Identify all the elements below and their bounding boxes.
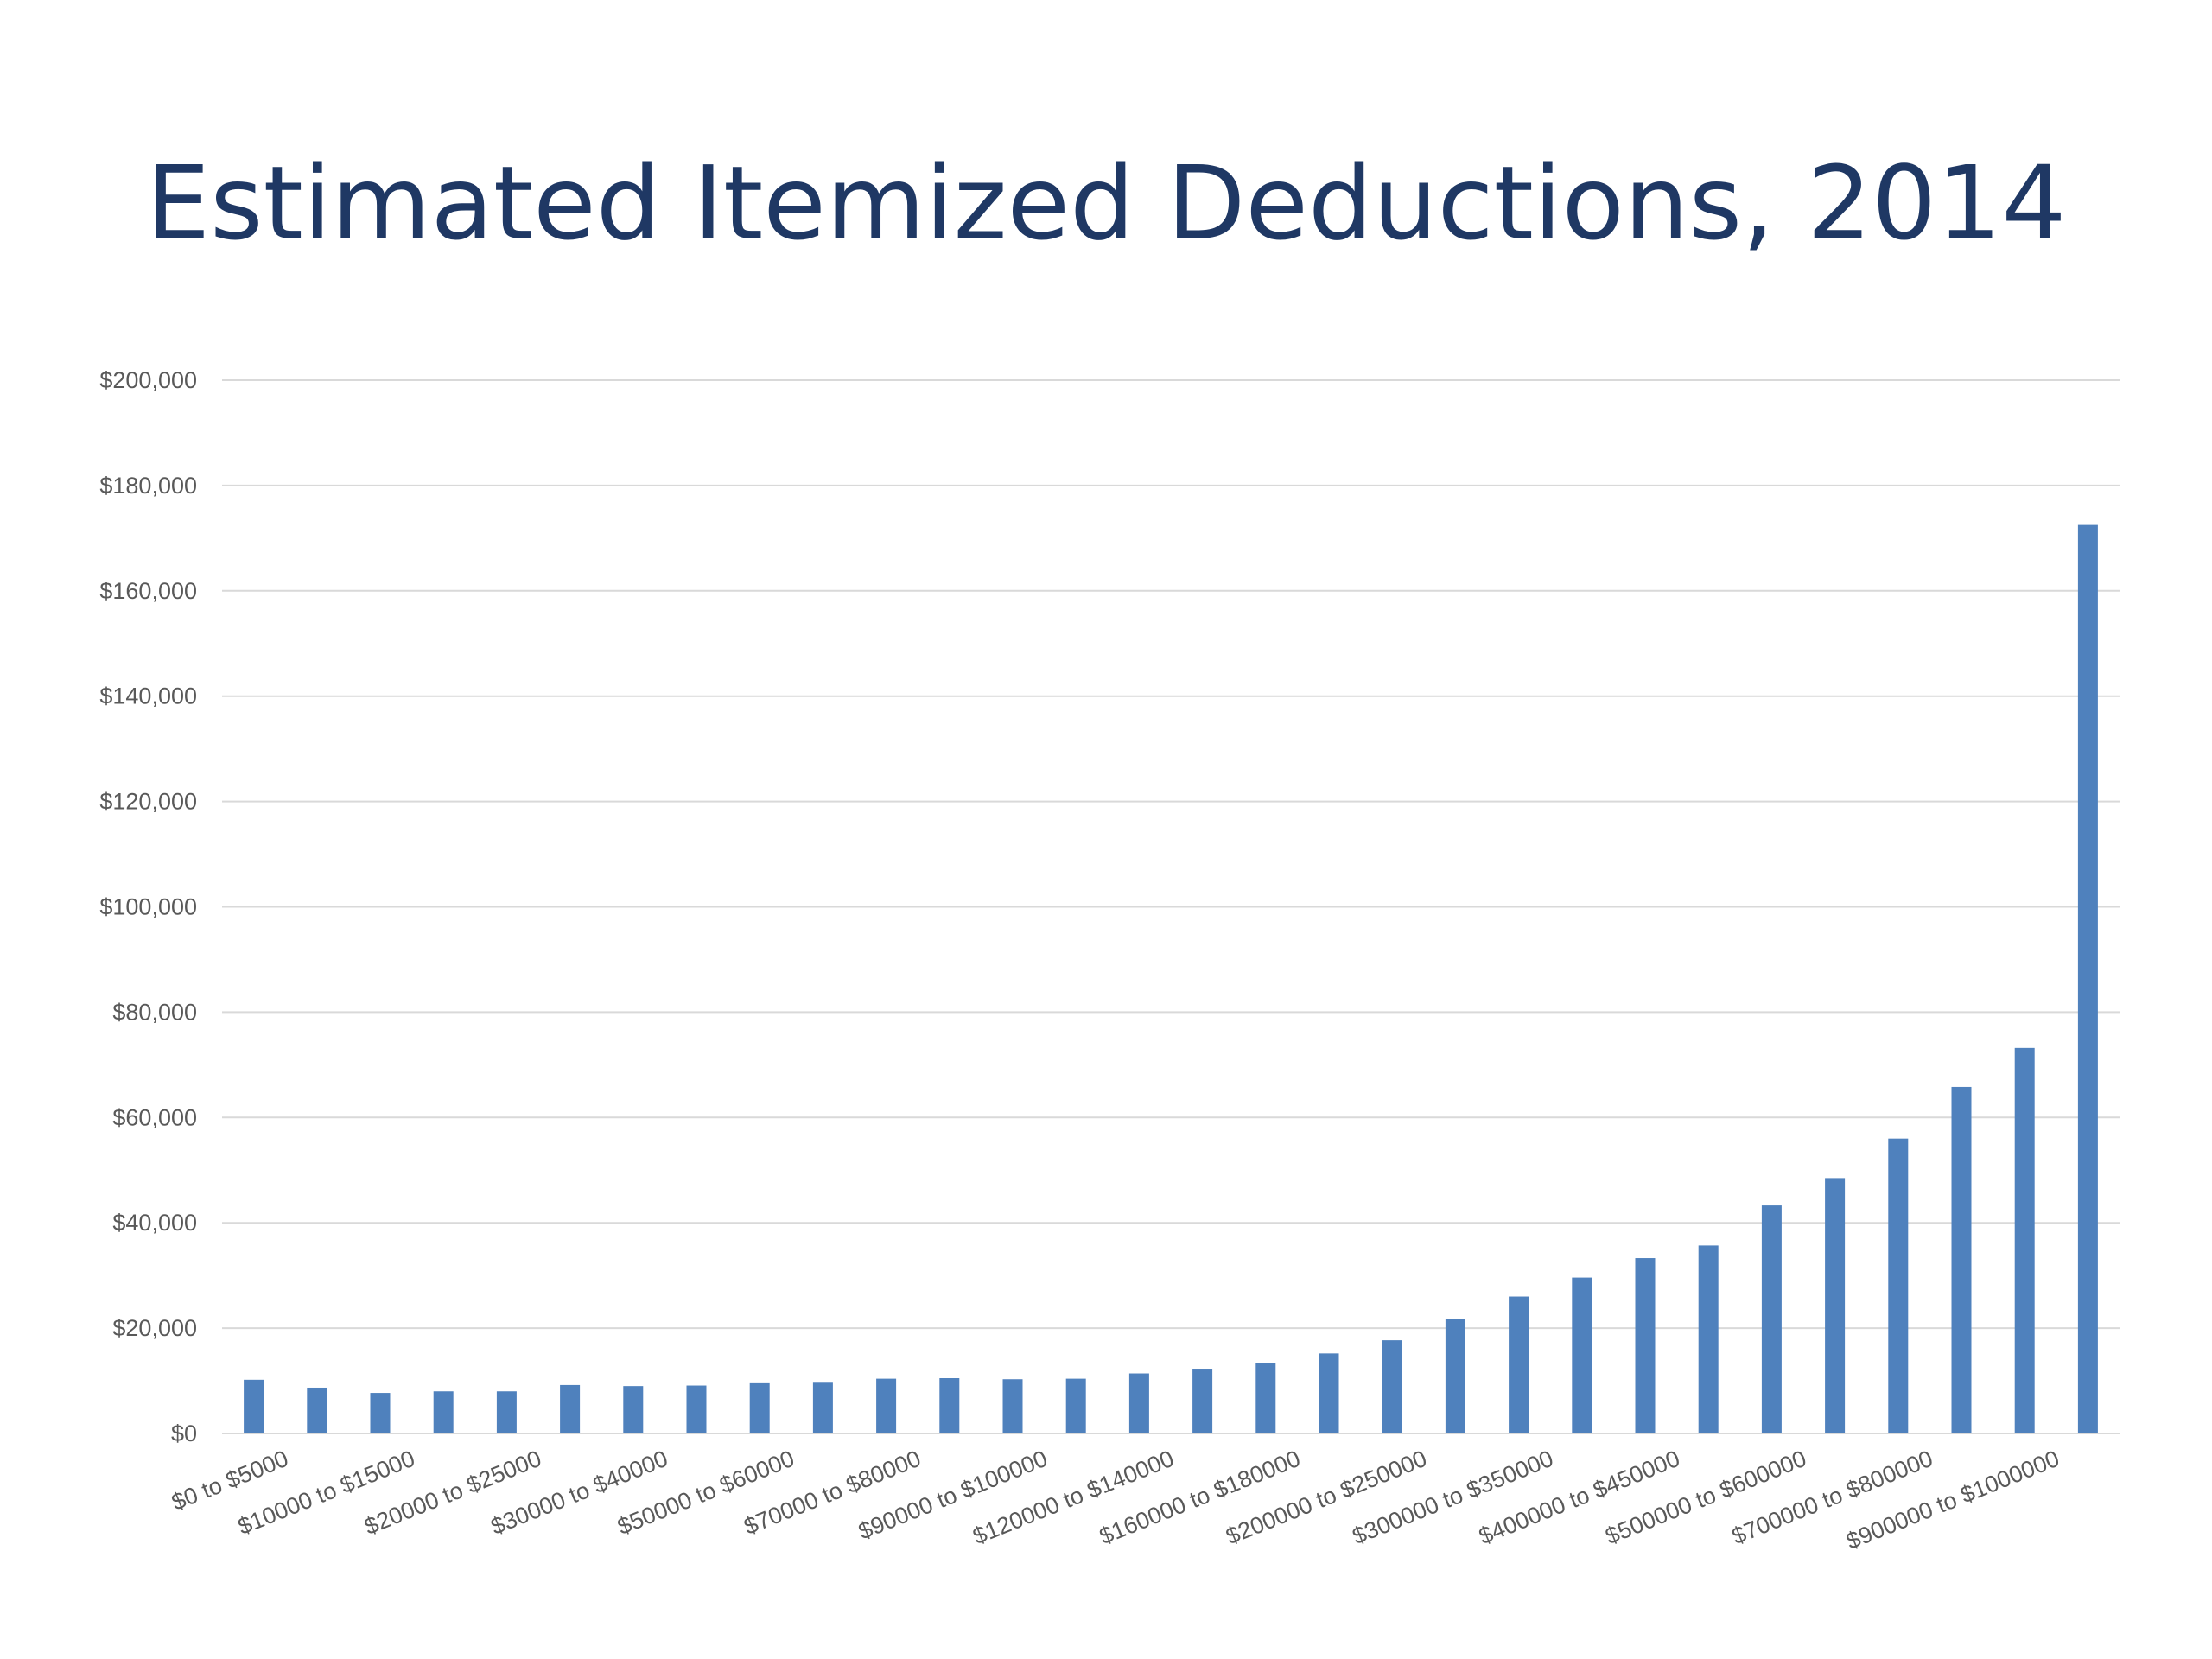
y-tick-label: $80,000 [112,999,197,1025]
bar [1698,1245,1719,1433]
y-tick-label: $0 [171,1421,197,1446]
y-tick-label: $180,000 [99,473,197,499]
bar [812,1382,833,1433]
bar [939,1378,960,1433]
bar [1319,1353,1339,1433]
bar [1951,1086,1972,1433]
bar [1002,1379,1023,1433]
gridlines [222,379,2120,1434]
bar [2077,524,2098,1433]
y-tick-label: $20,000 [112,1315,197,1341]
y-tick-label: $100,000 [99,894,197,920]
bar [686,1385,707,1433]
bar [1128,1373,1149,1433]
bar [1635,1258,1656,1433]
chart-title: Estimated Itemized Deductions, 2014 [145,143,2067,263]
y-axis-ticks: $0 $20,000 $40,000 $60,000 $80,000 $100,000 $1… [99,367,197,1446]
bar [1825,1178,1846,1433]
bar [1509,1296,1529,1433]
bar [1761,1205,1782,1433]
bar [1255,1363,1276,1433]
y-tick-label: $200,000 [99,367,197,393]
bar [2014,1047,2035,1433]
bar [1382,1340,1402,1433]
bar [496,1391,517,1433]
bar [433,1391,454,1433]
bar [1445,1319,1465,1433]
y-tick-label: $120,000 [99,789,197,815]
bar [876,1378,897,1433]
bar [1572,1277,1592,1433]
bar [560,1384,581,1433]
bar [749,1382,770,1433]
y-tick-label: $160,000 [99,578,197,604]
x-axis-ticks: $0 to $5000$10000 to $15000$20000 to $25… [168,1446,2063,1554]
bar [1888,1138,1909,1433]
bar [370,1393,391,1433]
bar [623,1386,644,1433]
bar [307,1387,327,1433]
bar [1065,1378,1086,1433]
bar [1192,1369,1213,1433]
y-tick-label: $40,000 [112,1210,197,1236]
bar [244,1379,264,1433]
y-tick-label: $140,000 [99,683,197,709]
y-tick-label: $60,000 [112,1104,197,1130]
x-tick-label: $900000 to $1000000 [1843,1446,2063,1554]
bars [244,524,2098,1433]
